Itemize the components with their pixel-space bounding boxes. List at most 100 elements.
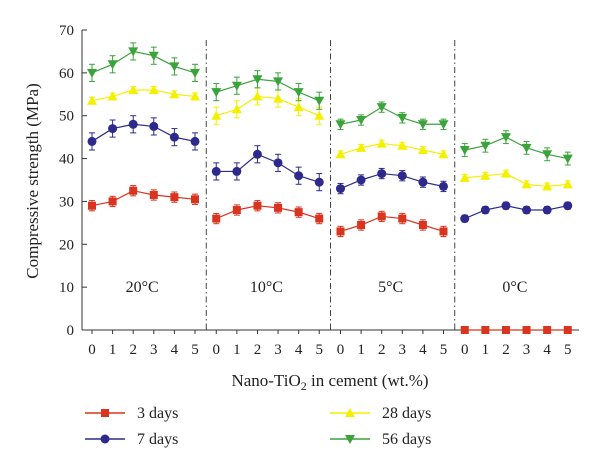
legend: 3 days 7 days 28 days 56 days (85, 405, 431, 448)
x-tick-label: 0 (88, 342, 96, 358)
data-point (128, 85, 139, 94)
data-point (376, 138, 387, 148)
series-28-days (335, 138, 449, 159)
x-tick-label: 4 (543, 342, 551, 358)
data-point (418, 221, 427, 229)
legend-item-28-days: 28 days (330, 405, 431, 422)
series-7-days (336, 167, 448, 195)
x-tick-label: 3 (150, 342, 158, 358)
x-tick-label: 0 (337, 342, 345, 358)
data-point (356, 142, 367, 152)
x-tick-label: 2 (502, 342, 510, 358)
data-point (273, 77, 284, 87)
y-tick-label: 50 (59, 109, 74, 125)
series-7-days (211, 145, 324, 192)
x-tick-label: 2 (129, 342, 137, 358)
data-point (273, 158, 283, 168)
data-point (336, 227, 345, 236)
series-3-days (460, 326, 572, 334)
data-point (500, 168, 511, 178)
data-point (542, 150, 553, 160)
legend-marker (345, 435, 355, 444)
x-tick-label: 3 (274, 342, 282, 358)
data-point (377, 169, 387, 179)
data-point (521, 179, 532, 189)
data-point (87, 136, 97, 146)
series-line (340, 106, 444, 125)
temperature-label: 0°C (502, 279, 527, 296)
data-point (108, 124, 118, 134)
data-point (521, 143, 532, 153)
x-tick-label: 1 (109, 342, 117, 358)
x-tick-label: 4 (295, 342, 303, 358)
panel-dividers (205, 40, 456, 330)
series-line (91, 123, 196, 143)
y-tick-label: 20 (59, 237, 74, 253)
data-point (562, 179, 573, 189)
x-tick-label: 3 (523, 342, 531, 358)
data-point (357, 221, 366, 229)
y-tick-label: 10 (59, 280, 74, 296)
data-point (480, 170, 491, 180)
data-point (252, 75, 263, 85)
data-point (129, 186, 138, 195)
series-line (340, 215, 444, 233)
data-point (190, 91, 200, 101)
legend-marker (345, 408, 355, 417)
data-point (87, 95, 97, 105)
data-point (253, 201, 262, 210)
data-point (480, 141, 491, 151)
temperature-label: 20°C (126, 279, 159, 296)
data-point (459, 172, 470, 182)
series-3-days (88, 185, 199, 212)
data-point (169, 89, 180, 99)
x-tick-label: 1 (233, 342, 241, 358)
series-line (216, 95, 320, 117)
x-tick-label: 5 (316, 342, 324, 358)
data-point (356, 116, 367, 125)
series-line (216, 205, 320, 220)
data-point (377, 212, 386, 221)
data-point (542, 181, 553, 191)
x-tick-label: 1 (357, 342, 365, 358)
data-point (500, 133, 511, 143)
legend-marker (100, 434, 110, 444)
legend-marker (101, 409, 109, 417)
data-point (128, 119, 138, 129)
data-point (190, 136, 200, 146)
data-point (273, 93, 284, 103)
data-point (439, 227, 448, 236)
data-point (252, 91, 263, 101)
series-3-days (212, 200, 324, 225)
data-point (459, 146, 470, 155)
data-point (293, 102, 304, 112)
legend-label: 56 days (382, 431, 431, 448)
data-point (294, 171, 304, 181)
data-point (418, 177, 428, 187)
data-point (148, 85, 159, 94)
x-axis-title: Nano-TiO2 in cement (wt.%) (231, 371, 428, 393)
data-point (417, 145, 428, 154)
data-point (501, 201, 511, 211)
data-point (563, 326, 572, 334)
data-point (481, 326, 490, 334)
series-28-days (459, 168, 573, 191)
legend-label: 7 days (137, 431, 178, 448)
data-point (543, 326, 552, 334)
legend-item-3-days: 3 days (85, 405, 178, 422)
data-point (438, 149, 449, 159)
y-tick-label: 30 (59, 194, 74, 210)
data-point (87, 68, 97, 78)
temperature-label: 5°C (378, 279, 403, 296)
series-56-days (335, 101, 449, 130)
data-point (522, 326, 531, 334)
data-point (169, 132, 179, 142)
x-tick-label: 5 (440, 342, 448, 358)
series-line (91, 50, 196, 74)
data-point (148, 51, 159, 61)
y-tick-label: 40 (59, 152, 74, 168)
data-point (397, 171, 407, 181)
data-point (501, 326, 510, 334)
data-point (170, 193, 179, 202)
